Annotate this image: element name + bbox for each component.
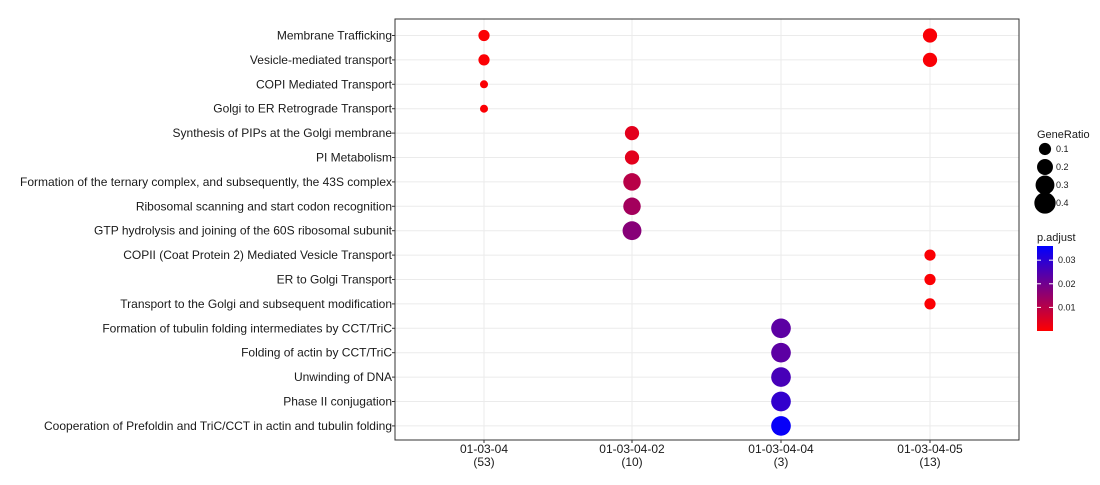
data-point bbox=[622, 221, 642, 241]
y-tick-label: Phase II conjugation bbox=[283, 395, 392, 409]
gene-ratio-legend-title: GeneRatio bbox=[1037, 129, 1090, 141]
y-tick-label: Vesicle-mediated transport bbox=[250, 53, 393, 67]
data-point bbox=[771, 367, 791, 387]
data-point bbox=[922, 28, 938, 43]
p-adjust-tick-label: 0.02 bbox=[1058, 279, 1076, 289]
p-adjust-tick-label: 0.01 bbox=[1058, 302, 1076, 312]
y-tick-label: COPI Mediated Transport bbox=[256, 77, 393, 91]
y-tick-label: Synthesis of PIPs at the Golgi membrane bbox=[173, 126, 393, 140]
panel-background bbox=[395, 19, 1019, 440]
p-adjust-legend: p.adjust 0.01 0.02 0.03 bbox=[1037, 232, 1076, 331]
gene-ratio-legend-dot bbox=[1034, 192, 1056, 214]
y-tick-label: GTP hydrolysis and joining of the 60S ri… bbox=[94, 224, 393, 238]
data-point bbox=[479, 104, 489, 113]
gene-ratio-legend-label: 0.3 bbox=[1056, 180, 1069, 190]
gene-ratio-legend: GeneRatio 0.1 0.2 0.3 0.4 bbox=[1034, 129, 1090, 214]
x-axis: 01-03-04(53) 01-03-04-02(10) 01-03-04-04(3… bbox=[460, 440, 963, 469]
y-tick-label: Formation of tubulin folding intermediat… bbox=[102, 321, 392, 335]
x-tick-count-label: (53) bbox=[473, 455, 494, 469]
x-tick-label: 01-03-04-04 bbox=[748, 442, 814, 456]
data-point bbox=[771, 391, 791, 412]
gene-ratio-legend-dot bbox=[1038, 142, 1052, 156]
y-tick-label: Formation of the ternary complex, and su… bbox=[20, 175, 392, 189]
data-point bbox=[624, 150, 640, 165]
data-point bbox=[924, 249, 936, 261]
p-adjust-colorbar bbox=[1037, 246, 1053, 331]
data-point bbox=[478, 29, 490, 42]
y-tick-label: Cooperation of Prefoldin and TriC/CCT in… bbox=[44, 419, 392, 433]
y-tick-label: PI Metabolism bbox=[316, 151, 392, 165]
y-tick-label: Membrane Trafficking bbox=[277, 29, 392, 43]
data-point bbox=[479, 80, 489, 89]
y-tick-label: Unwinding of DNA bbox=[294, 370, 392, 384]
gene-ratio-legend-label: 0.4 bbox=[1056, 198, 1069, 208]
y-tick-label: Transport to the Golgi and subsequent mo… bbox=[120, 297, 392, 311]
panel-border bbox=[394, 18, 1020, 441]
data-point bbox=[623, 173, 641, 191]
data-point bbox=[771, 342, 791, 363]
data-point bbox=[623, 197, 641, 216]
y-tick-label: Folding of actin by CCT/TriC bbox=[241, 346, 392, 360]
x-tick-label: 01-03-04-02 bbox=[599, 442, 665, 456]
data-point bbox=[771, 318, 791, 339]
x-tick-count-label: (3) bbox=[774, 455, 789, 469]
data-point bbox=[922, 52, 938, 68]
gene-ratio-legend-label: 0.2 bbox=[1056, 162, 1069, 172]
y-tick-label: Golgi to ER Retrograde Transport bbox=[213, 102, 392, 116]
x-tick-label: 01-03-04-05 bbox=[897, 442, 963, 456]
data-point bbox=[624, 125, 640, 141]
data-point bbox=[924, 273, 936, 286]
gene-ratio-legend-dot bbox=[1035, 175, 1055, 195]
y-axis: Membrane Trafficking Vesicle-mediated tra… bbox=[20, 29, 395, 433]
x-tick-count-label: (10) bbox=[621, 455, 642, 469]
x-tick-label: 01-03-04 bbox=[460, 442, 508, 456]
data-point bbox=[924, 298, 936, 310]
y-tick-label: ER to Golgi Transport bbox=[277, 273, 393, 287]
p-adjust-tick-label: 0.03 bbox=[1058, 255, 1076, 265]
data-point bbox=[478, 54, 490, 66]
gene-ratio-legend-label: 0.1 bbox=[1056, 144, 1069, 154]
y-tick-label: COPII (Coat Protein 2) Mediated Vesicle … bbox=[123, 248, 392, 262]
data-point bbox=[771, 416, 791, 436]
p-adjust-legend-title: p.adjust bbox=[1037, 232, 1076, 244]
data-points bbox=[478, 28, 938, 436]
gene-ratio-legend-dot bbox=[1037, 159, 1053, 175]
x-tick-count-label: (13) bbox=[919, 455, 940, 469]
y-tick-label: Ribosomal scanning and start codon recog… bbox=[136, 199, 392, 213]
